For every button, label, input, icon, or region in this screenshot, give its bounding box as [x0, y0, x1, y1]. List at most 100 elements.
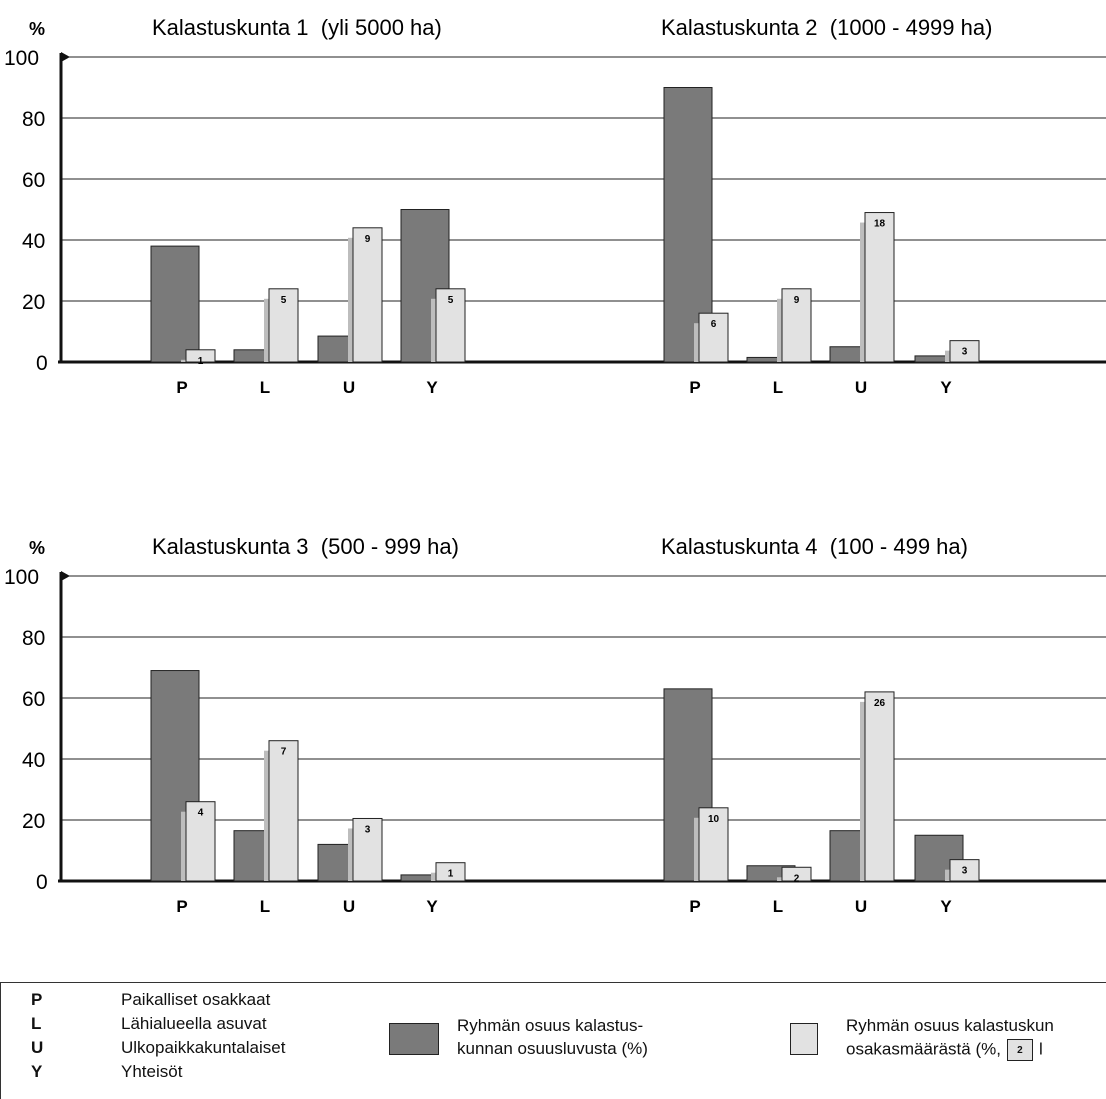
y-tick-label: 60 — [22, 169, 45, 192]
legend-letter: P — [31, 990, 43, 1009]
bar-osakasmaara — [864, 691, 895, 882]
bar-shadow — [860, 701, 865, 881]
bar-count-label: 1 — [448, 869, 454, 880]
bar-shadow — [777, 298, 782, 362]
y-tick-label: 60 — [22, 688, 45, 711]
chart-title: Kalastuskunta 1 (yli 5000 ha) — [152, 15, 442, 40]
x-category-label: L — [773, 378, 783, 397]
x-category-label: L — [260, 897, 270, 916]
y-tick-label: 40 — [22, 749, 45, 772]
y-tick-label: 80 — [22, 108, 45, 131]
x-category-label: U — [855, 378, 867, 397]
bar-count-label: 9 — [794, 295, 800, 306]
legend-dark-label-1: Ryhmän osuus kalastus- — [457, 1016, 644, 1035]
x-category-label: U — [343, 378, 355, 397]
bar-osakasmaara — [268, 288, 299, 363]
bar-osakasmaara — [698, 312, 729, 363]
bar-osakasmaara — [268, 740, 299, 882]
y-tick-label: 40 — [22, 230, 45, 253]
bar-shadow — [431, 872, 436, 881]
bar-count-label: 3 — [962, 866, 968, 877]
bar-count-label: 7 — [281, 747, 287, 758]
bar-count-label: 3 — [962, 347, 968, 358]
y-tick-label: 0 — [36, 871, 48, 894]
bar-count-label: 1 — [198, 356, 204, 367]
x-category-label: Y — [940, 378, 952, 397]
legend-abbrev-text: Lähialueella asuvat — [121, 1014, 267, 1033]
x-category-label: U — [343, 897, 355, 916]
y-tick-label: 20 — [22, 810, 45, 833]
bar-shadow — [348, 828, 353, 881]
bar-shadow — [945, 869, 950, 881]
y-tick-label: 20 — [22, 291, 45, 314]
legend-abbrev-text: Paikalliset osakkaat — [121, 990, 271, 1009]
y-axis-arrow — [61, 571, 70, 581]
bar-shadow — [264, 298, 269, 362]
bar-osuusluku — [914, 834, 964, 882]
legend-abbrev-text: Ulkopaikkakuntalaiset — [121, 1038, 286, 1057]
x-category-label: Y — [426, 378, 438, 397]
x-category-label: L — [773, 897, 783, 916]
bar-count-label: 5 — [448, 295, 454, 306]
bar-shadow — [431, 298, 436, 362]
bar-osakasmaara — [352, 227, 383, 363]
chart-title: Kalastuskunta 2 (1000 - 4999 ha) — [661, 15, 992, 40]
bar-shadow — [694, 817, 699, 881]
bar-shadow — [181, 811, 186, 881]
bar-count-label: 18 — [874, 219, 886, 230]
bar-count-label: 10 — [708, 814, 720, 825]
bar-osakasmaara — [185, 801, 216, 882]
legend-light-swatch — [790, 1023, 818, 1055]
bar-count-label: 2 — [794, 873, 800, 884]
y-axis-unit-label: % — [29, 538, 45, 558]
legend-dark-label-2: kunnan osuusluvusta (%) — [457, 1039, 648, 1058]
bar-osakasmaara — [435, 288, 466, 363]
legend: P Paikalliset osakkaat L Lähialueella as… — [0, 982, 1106, 1099]
y-tick-label: 80 — [22, 627, 45, 650]
bar-osakasmaara — [781, 288, 812, 363]
y-tick-label: 100 — [4, 566, 39, 589]
bar-osakasmaara — [698, 807, 729, 882]
bar-osakasmaara — [352, 817, 383, 882]
y-axis-unit-label: % — [29, 19, 45, 39]
bar-count-label: 3 — [365, 824, 371, 835]
bar-shadow — [694, 323, 699, 362]
bar-shadow — [777, 877, 782, 881]
y-tick-label: 100 — [4, 47, 39, 70]
legend-letter: Y — [31, 1062, 43, 1081]
x-category-label: Y — [940, 897, 952, 916]
bar-osakasmaara — [781, 866, 812, 882]
x-category-label: P — [176, 897, 187, 916]
bar-count-label: 4 — [198, 808, 204, 819]
x-category-label: P — [689, 897, 700, 916]
legend-light-label-1: Ryhmän osuus kalastuskun — [846, 1016, 1054, 1035]
chart-title: Kalastuskunta 3 (500 - 999 ha) — [152, 534, 459, 559]
chart-title: Kalastuskunta 4 (100 - 499 ha) — [661, 534, 968, 559]
bar-shadow — [860, 222, 865, 362]
x-category-label: L — [260, 378, 270, 397]
x-category-label: U — [855, 897, 867, 916]
bar-shadow — [945, 350, 950, 362]
bar-osakasmaara — [949, 859, 980, 882]
legend-letter: L — [31, 1014, 42, 1033]
legend-sample-box: 2 — [1006, 1039, 1033, 1061]
legend-light-tail: l — [1038, 1039, 1043, 1059]
y-tick-label: 0 — [36, 352, 48, 375]
bar-count-label: 6 — [711, 319, 717, 330]
legend-dark-swatch — [389, 1023, 439, 1055]
x-category-label: P — [176, 378, 187, 397]
bar-osakasmaara — [949, 340, 980, 363]
x-category-label: P — [689, 378, 700, 397]
bar-shadow — [264, 750, 269, 881]
bar-osakasmaara — [435, 862, 466, 882]
bar-osakasmaara — [185, 349, 216, 363]
bar-count-label: 9 — [365, 234, 371, 245]
bar-count-label: 26 — [874, 698, 886, 709]
legend-abbrev-text: Yhteisöt — [121, 1062, 183, 1081]
x-category-label: Y — [426, 897, 438, 916]
legend-light-text: osakasmäärästä (%, — [846, 1039, 1001, 1059]
legend-light-label-2: osakasmäärästä (%, 2 l — [846, 1039, 1043, 1061]
bar-count-label: 5 — [281, 295, 287, 306]
y-axis-arrow — [61, 52, 70, 62]
